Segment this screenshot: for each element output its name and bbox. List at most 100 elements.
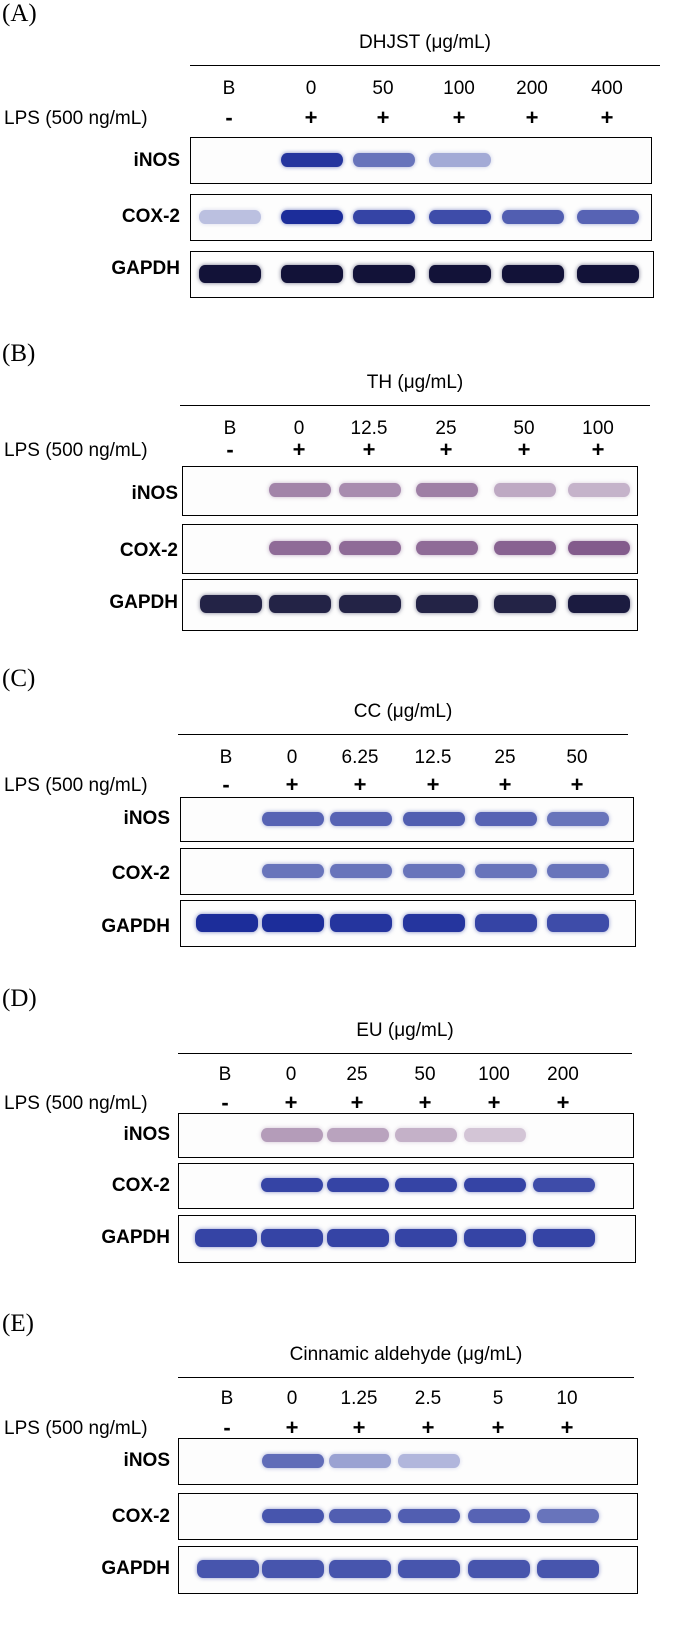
- blot-inos: [180, 797, 634, 842]
- lane-label: 0: [286, 1388, 298, 1409]
- band-inos-lane-2: [261, 1127, 323, 1142]
- lps-sign: +: [498, 772, 512, 797]
- band-cox2-lane-4: [403, 863, 465, 878]
- band-gapdh-lane-6: [577, 264, 639, 283]
- band-gapdh-lane-1: [197, 1560, 259, 1578]
- lane-label: 200: [547, 1064, 579, 1085]
- band-gapdh-lane-3: [353, 264, 415, 283]
- lps-sign: +: [487, 1090, 501, 1115]
- band-inos-lane-4: [429, 152, 491, 167]
- band-gapdh-lane-4: [429, 264, 491, 283]
- lane-label: 10: [556, 1388, 578, 1409]
- lane-label: B: [218, 1064, 232, 1085]
- lane-label: 50: [372, 78, 394, 99]
- lps-sign: +: [352, 1415, 366, 1440]
- panel-e: (E) Cinnamic aldehyde (μg/mL) B 0 1.25 2…: [0, 1310, 688, 1636]
- blot-inos: [182, 466, 638, 516]
- band-gapdh-lane-4: [395, 1229, 457, 1247]
- band-cox2-lane-6: [547, 863, 609, 878]
- band-gapdh-lane-1: [195, 1229, 257, 1247]
- band-gapdh-lane-5: [464, 1229, 526, 1247]
- band-inos-lane-3: [339, 483, 401, 497]
- lps-label: LPS (500 ng/mL): [4, 108, 148, 129]
- title-rule: [178, 734, 628, 735]
- lane-label: 100: [582, 418, 614, 439]
- lane-label: 2.5: [414, 1388, 442, 1409]
- lane-label: B: [220, 1388, 234, 1409]
- blot-cox2: [178, 1493, 638, 1540]
- band-cox2-lane-3: [329, 1508, 391, 1523]
- panel-b: (B) TH (μg/mL) B 0 12.5 25 50 100 LPS (5…: [0, 340, 688, 640]
- row-label-gapdh: GAPDH: [101, 1558, 170, 1579]
- band-cox2-lane-4: [398, 1508, 460, 1523]
- blot-gapdh: [178, 1215, 636, 1263]
- row-label-inos: iNOS: [133, 150, 180, 171]
- band-inos-lane-2: [281, 152, 343, 167]
- band-cox2-lane-3: [339, 541, 401, 555]
- treatment-title: Cinnamic aldehyde (μg/mL): [289, 1344, 523, 1365]
- row-label-gapdh: GAPDH: [101, 916, 170, 937]
- band-cox2-lane-1: [199, 209, 261, 224]
- lps-sign: +: [304, 105, 318, 130]
- lane-label: 100: [478, 1064, 510, 1085]
- band-cox2-lane-6: [537, 1508, 599, 1523]
- band-inos-lane-6: [547, 811, 609, 826]
- lps-sign: -: [221, 1090, 229, 1115]
- treatment-title: CC (μg/mL): [353, 701, 453, 722]
- row-label-gapdh: GAPDH: [109, 592, 178, 613]
- band-cox2-lane-2: [262, 863, 324, 878]
- band-cox2-lane-2: [262, 1508, 324, 1523]
- lps-sign: +: [439, 437, 453, 462]
- band-gapdh-lane-4: [398, 1560, 460, 1578]
- band-inos-lane-4: [403, 811, 465, 826]
- lps-sign: +: [570, 772, 584, 797]
- band-cox2-lane-5: [494, 541, 556, 555]
- treatment-title: TH (μg/mL): [366, 372, 464, 393]
- band-inos-lane-5: [464, 1127, 526, 1142]
- lane-label: 0: [285, 1064, 297, 1085]
- panel-label: (A): [2, 0, 37, 27]
- band-gapdh-lane-3: [327, 1229, 389, 1247]
- lane-label: B: [219, 747, 233, 768]
- lane-label: 50: [566, 747, 588, 768]
- row-label-gapdh: GAPDH: [101, 1227, 170, 1248]
- lane-label: 100: [443, 78, 475, 99]
- row-label-inos: iNOS: [123, 808, 170, 829]
- band-gapdh-lane-2: [262, 913, 324, 932]
- lps-sign: +: [376, 105, 390, 130]
- band-gapdh-lane-5: [475, 913, 537, 932]
- lane-label: 25: [494, 747, 516, 768]
- row-label-cox2: COX-2: [111, 1506, 170, 1527]
- band-cox2-lane-5: [475, 863, 537, 878]
- lps-sign: +: [560, 1415, 574, 1440]
- band-cox2-lane-2: [269, 541, 331, 555]
- lps-sign: +: [556, 1090, 570, 1115]
- lps-sign: +: [421, 1415, 435, 1440]
- band-gapdh-lane-5: [502, 264, 564, 283]
- lps-label: LPS (500 ng/mL): [4, 440, 148, 461]
- band-cox2-lane-4: [395, 1178, 457, 1192]
- band-gapdh-lane-2: [262, 1560, 324, 1578]
- blot-cox2: [190, 194, 652, 241]
- lps-sign: +: [353, 772, 367, 797]
- band-gapdh-lane-6: [533, 1229, 595, 1247]
- band-gapdh-lane-5: [468, 1560, 530, 1578]
- band-cox2-lane-6: [577, 209, 639, 224]
- row-label-cox2: COX-2: [121, 206, 180, 227]
- band-cox2-lane-3: [330, 863, 392, 878]
- band-gapdh-lane-3: [330, 913, 392, 932]
- lps-label: LPS (500 ng/mL): [4, 1418, 148, 1439]
- band-gapdh-lane-1: [200, 595, 262, 613]
- blot-inos: [190, 137, 652, 184]
- row-label-gapdh: GAPDH: [111, 258, 180, 279]
- band-gapdh-lane-6: [537, 1560, 599, 1578]
- band-inos-lane-5: [475, 811, 537, 826]
- band-cox2-lane-4: [416, 541, 478, 555]
- band-gapdh-lane-6: [568, 595, 630, 613]
- lps-label: LPS (500 ng/mL): [4, 1093, 148, 1114]
- band-cox2-lane-2: [261, 1178, 323, 1192]
- lane-label: 0: [305, 78, 317, 99]
- lps-sign: -: [225, 105, 233, 130]
- band-inos-lane-5: [494, 483, 556, 497]
- lane-label: 0: [286, 747, 298, 768]
